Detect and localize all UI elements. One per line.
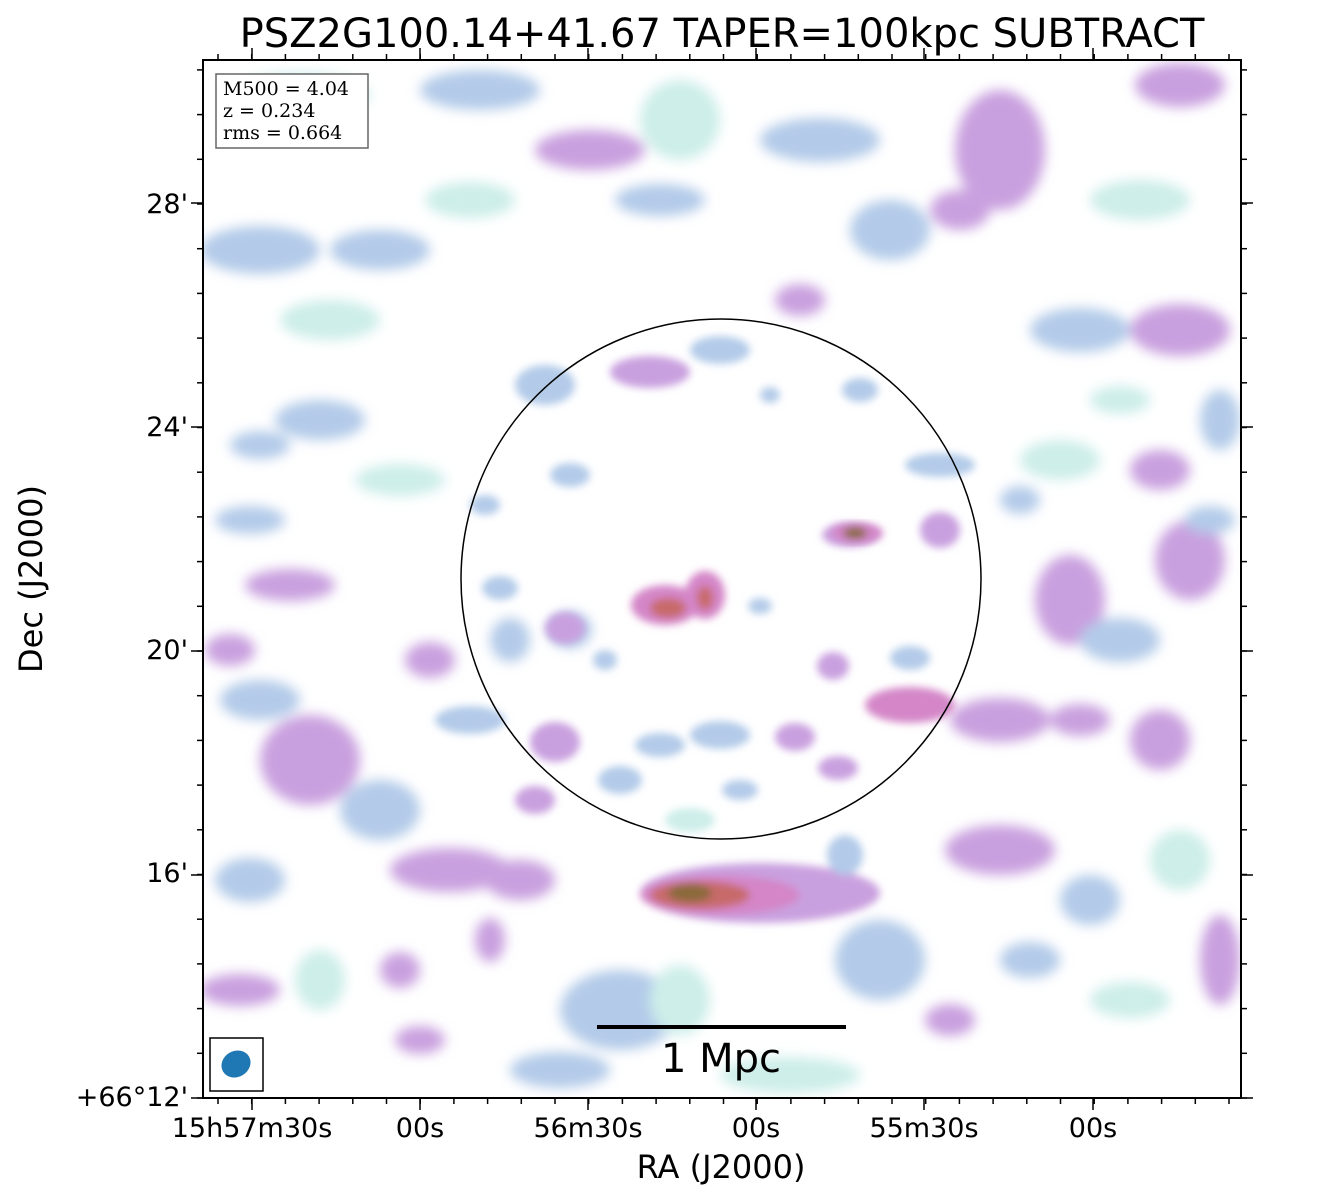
central-source xyxy=(631,571,725,625)
south-extended-source xyxy=(640,835,880,923)
scale-bar: 1 Mpc xyxy=(597,1025,846,1082)
y-tick-label: 20' xyxy=(146,635,188,666)
x-tick-label: 00s xyxy=(1069,1113,1117,1144)
scale-bar-label: 1 Mpc xyxy=(661,1036,781,1082)
x-tick-label: 15h57m30s xyxy=(172,1113,333,1144)
y-tick-labels: +66°12' 16' 20' 24' 28' xyxy=(76,189,188,1113)
x-tick-label: 00s xyxy=(732,1113,780,1144)
chart-title: PSZ2G100.14+41.67 TAPER=100kpc SUBTRACT xyxy=(240,11,1205,57)
beam-indicator xyxy=(209,1037,264,1092)
r500-circle xyxy=(460,318,982,840)
info-rms: rms = 0.664 xyxy=(223,122,342,144)
info-box: M500 = 4.04 z = 0.234 rms = 0.664 xyxy=(215,73,369,149)
x-axis-label: RA (J2000) xyxy=(637,1148,806,1186)
east-compact-source xyxy=(831,523,883,543)
x-tick-labels: 15h57m30s 00s 56m30s 00s 55m30s 00s xyxy=(172,1113,1118,1144)
inner-field xyxy=(435,336,975,832)
y-tick-label: 16' xyxy=(146,858,188,889)
y-axis-label: Dec (J2000) xyxy=(12,485,50,673)
beam-ellipse xyxy=(221,1050,251,1078)
plot-frame xyxy=(202,59,1242,1099)
x-tick-label: 56m30s xyxy=(533,1113,642,1144)
y-tick-label: +66°12' xyxy=(76,1082,188,1113)
info-redshift: z = 0.234 xyxy=(223,100,315,122)
axis-ticks xyxy=(191,48,1253,1110)
y-tick-label: 28' xyxy=(146,189,188,220)
info-m500: M500 = 4.04 xyxy=(223,78,349,100)
y-tick-label: 24' xyxy=(146,412,188,443)
x-tick-label: 55m30s xyxy=(869,1113,978,1144)
x-tick-label: 00s xyxy=(396,1113,444,1144)
noise-field xyxy=(203,63,1240,1093)
radio-map xyxy=(203,60,1241,1098)
